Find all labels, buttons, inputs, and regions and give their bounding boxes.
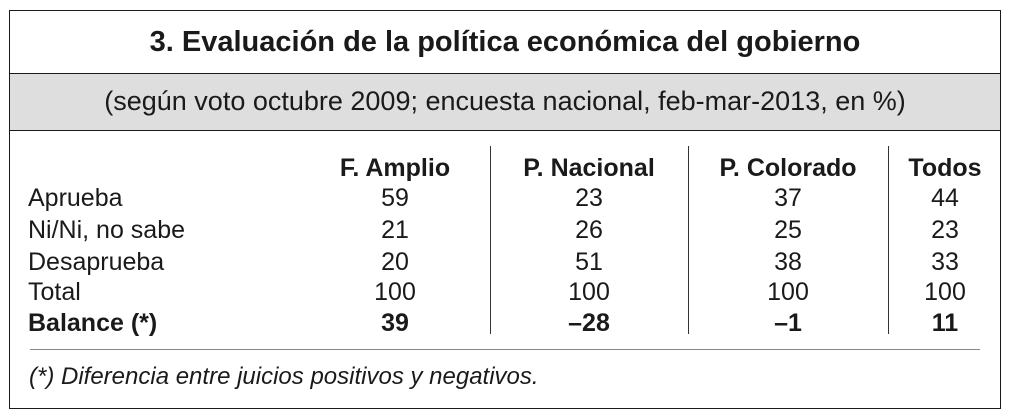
table-cell: 26 xyxy=(575,216,603,244)
table-cell: 37 xyxy=(774,184,802,212)
table-cell: 51 xyxy=(575,248,603,276)
table-cell: 21 xyxy=(381,216,409,244)
row-label-balance: Balance (*) xyxy=(28,309,158,337)
table-cell: –28 xyxy=(568,309,610,337)
data-table: F. Amplio P. Nacional P. Colorado Todos … xyxy=(10,131,1000,341)
table-cell: 20 xyxy=(381,248,409,276)
table-row-balance: Balance (*) 39 –28 –1 11 xyxy=(10,308,1000,339)
table-cell: 100 xyxy=(767,278,809,306)
row-label-ni-ni: Ni/Ni, no sabe xyxy=(28,216,186,244)
column-divider xyxy=(688,146,689,334)
table-cell: 33 xyxy=(931,248,959,276)
table-cell: –1 xyxy=(774,309,802,337)
table-row: Ni/Ni, no sabe 21 26 25 23 xyxy=(10,215,1000,246)
table-cell: 100 xyxy=(568,278,610,306)
table-cell: 25 xyxy=(774,216,802,244)
table-cell: 44 xyxy=(931,184,959,212)
header-row: F. Amplio P. Nacional P. Colorado Todos xyxy=(10,153,1000,184)
footnote-divider xyxy=(30,349,980,350)
table-cell: 100 xyxy=(374,278,416,306)
table-title: 3. Evaluación de la política económica d… xyxy=(10,11,1000,74)
table-cell: 100 xyxy=(924,278,966,306)
column-divider xyxy=(490,146,491,334)
table-row: Total 100 100 100 100 xyxy=(10,277,1000,308)
table-cell: 23 xyxy=(575,184,603,212)
table-cell: 39 xyxy=(381,309,409,337)
table-frame: 3. Evaluación de la política económica d… xyxy=(9,10,1001,409)
table-cell: 38 xyxy=(774,248,802,276)
table-subtitle: (según voto octubre 2009; encuesta nacio… xyxy=(10,74,1000,131)
table-cell: 59 xyxy=(381,184,409,212)
column-divider xyxy=(888,146,889,334)
footnote: (*) Diferencia entre juicios positivos y… xyxy=(29,363,539,390)
row-label-total: Total xyxy=(28,278,81,306)
table-cell: 23 xyxy=(931,216,959,244)
column-header-p-nacional: P. Nacional xyxy=(523,154,655,182)
row-label-desaprueba: Desaprueba xyxy=(28,248,165,276)
column-header-f-amplio: F. Amplio xyxy=(339,154,451,182)
column-header-todos: Todos xyxy=(908,154,982,182)
table-cell: 11 xyxy=(931,309,959,337)
column-header-p-colorado: P. Colorado xyxy=(719,154,857,182)
table-row: Desaprueba 20 51 38 33 xyxy=(10,247,1000,278)
row-label-aprueba: Aprueba xyxy=(28,184,123,212)
table-row: Aprueba 59 23 37 44 xyxy=(10,183,1000,214)
